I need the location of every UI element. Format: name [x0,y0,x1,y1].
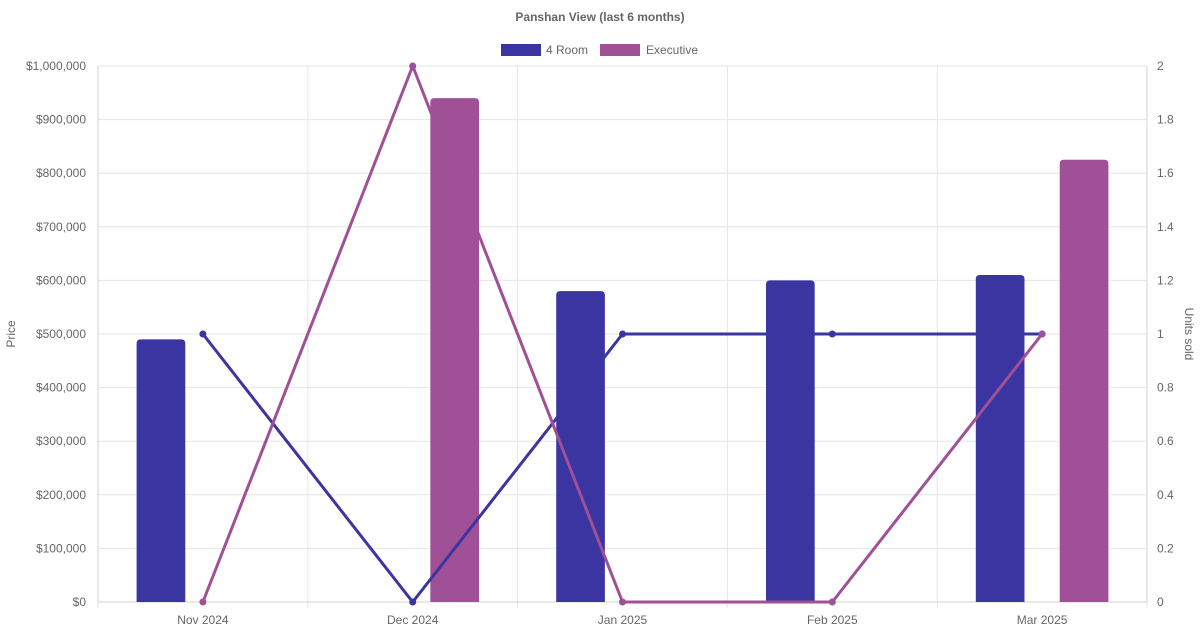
y-left-tick-label: $300,000 [36,434,86,448]
legend-label-4-room[interactable]: 4 Room [546,43,588,57]
bar-4-room[interactable] [975,275,1025,602]
line-point[interactable] [619,598,626,606]
y-right-tick-label: 0.4 [1157,488,1174,502]
bar-executive[interactable] [1059,159,1109,603]
legend-label-executive[interactable]: Executive [646,43,698,57]
x-tick-label: Jan 2025 [598,613,648,627]
y-right-tick-label: 0.2 [1157,541,1174,555]
y-left-tick-label: $600,000 [36,273,86,287]
y-right-tick-label: 0 [1157,595,1164,609]
x-tick-label: Feb 2025 [807,613,858,627]
line-point[interactable] [828,598,836,606]
y-left-tick-label: $200,000 [36,488,86,502]
line-point[interactable] [199,330,207,338]
y-right-tick-labels: 0 0.2 0.4 0.6 0.8 1 1.2 1.4 1.6 1.8 2 [1157,59,1174,609]
line-1[interactable] [201,332,1043,604]
y-left-tick-label: $0 [73,595,87,609]
x-tick-labels: Nov 2024 Dec 2024 Jan 2025 Feb 2025 Mar 2025 [177,613,1068,627]
y-left-axis-title: Price [4,320,18,348]
y-right-tick-label: 0.6 [1157,434,1174,448]
bar-4-room[interactable] [766,280,815,602]
y-left-tick-label: $800,000 [36,166,86,180]
y-right-tick-label: 1.2 [1157,273,1174,287]
y-left-tick-label: $1,000,000 [26,59,86,73]
y-left-tick-label: $100,000 [36,541,86,555]
line-point[interactable] [409,598,417,606]
x-tick-label: Mar 2025 [1017,613,1068,627]
y-right-tick-label: 1 [1157,327,1164,341]
line-point[interactable] [1038,330,1046,338]
y-right-axis-title: Units sold [1182,308,1196,361]
bar-executive[interactable] [430,98,479,602]
line-point[interactable] [409,62,417,70]
line-point[interactable] [619,330,626,338]
x-tick-label: Nov 2024 [177,613,229,627]
chart-title: Panshan View (last 6 months) [515,10,684,24]
y-right-tick-label: 1.6 [1157,166,1174,180]
y-left-tick-label: $500,000 [36,327,86,341]
legend[interactable]: 4 Room Executive [501,43,698,57]
x-tick-label: Dec 2024 [387,613,439,627]
bars [136,98,1109,603]
line-point[interactable] [828,330,836,338]
y-right-tick-label: 0.8 [1157,381,1174,395]
line-point[interactable] [199,598,207,606]
legend-swatch-executive[interactable] [600,44,640,56]
bar-4-room[interactable] [136,339,186,602]
legend-swatch-4-room[interactable] [501,44,541,56]
bar-4-room[interactable] [556,291,605,602]
y-left-tick-label: $900,000 [36,113,86,127]
y-left-tick-label: $400,000 [36,381,86,395]
y-right-tick-label: 1.4 [1157,220,1174,234]
y-right-tick-label: 1.8 [1157,113,1174,127]
lines [199,62,1046,606]
y-left-tick-label: $700,000 [36,220,86,234]
y-right-tick-label: 2 [1157,59,1164,73]
y-left-tick-labels: $0 $100,000 $200,000 $300,000 $400,000 $500,0… [26,59,86,609]
